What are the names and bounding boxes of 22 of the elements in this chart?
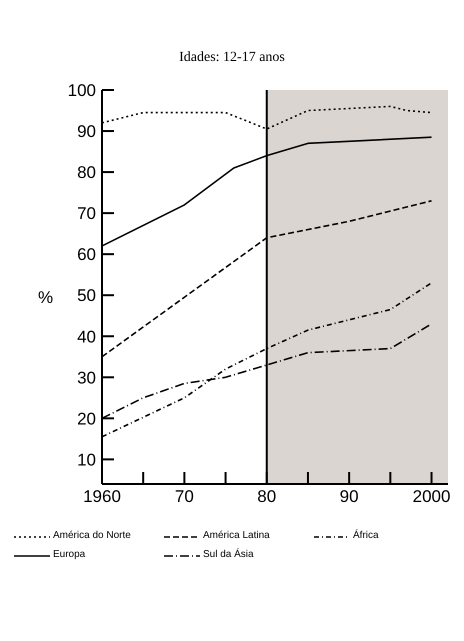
legend-label: Europa [53,549,86,560]
y-tick-label: 10 [77,450,96,470]
y-tick-label: 40 [77,327,96,346]
y-tick-label: 70 [77,204,96,224]
x-tick-label: 80 [257,487,276,506]
y-tick-label: 30 [77,368,96,388]
legend-label: América do Norte [53,530,131,541]
x-tick-label: 1960 [83,487,121,506]
y-tick-label: 60 [77,245,96,264]
x-tick-label: 90 [340,487,359,506]
legend-label: América Latina [203,530,270,541]
y-tick-label: 50 [77,286,96,306]
x-tick-label: 70 [174,487,194,506]
y-axis-title: % [38,288,54,308]
y-tick-label: 90 [77,122,96,142]
y-tick-label: 20 [77,409,96,428]
y-tick-label: 100 [68,81,96,100]
legend-label: Sul da Ásia [203,549,254,560]
legend-label: África [353,530,379,541]
x-tick-label: 2000 [412,487,450,506]
y-tick-label: 80 [77,163,96,182]
chart-title: Idades: 12-17 anos [178,50,286,66]
